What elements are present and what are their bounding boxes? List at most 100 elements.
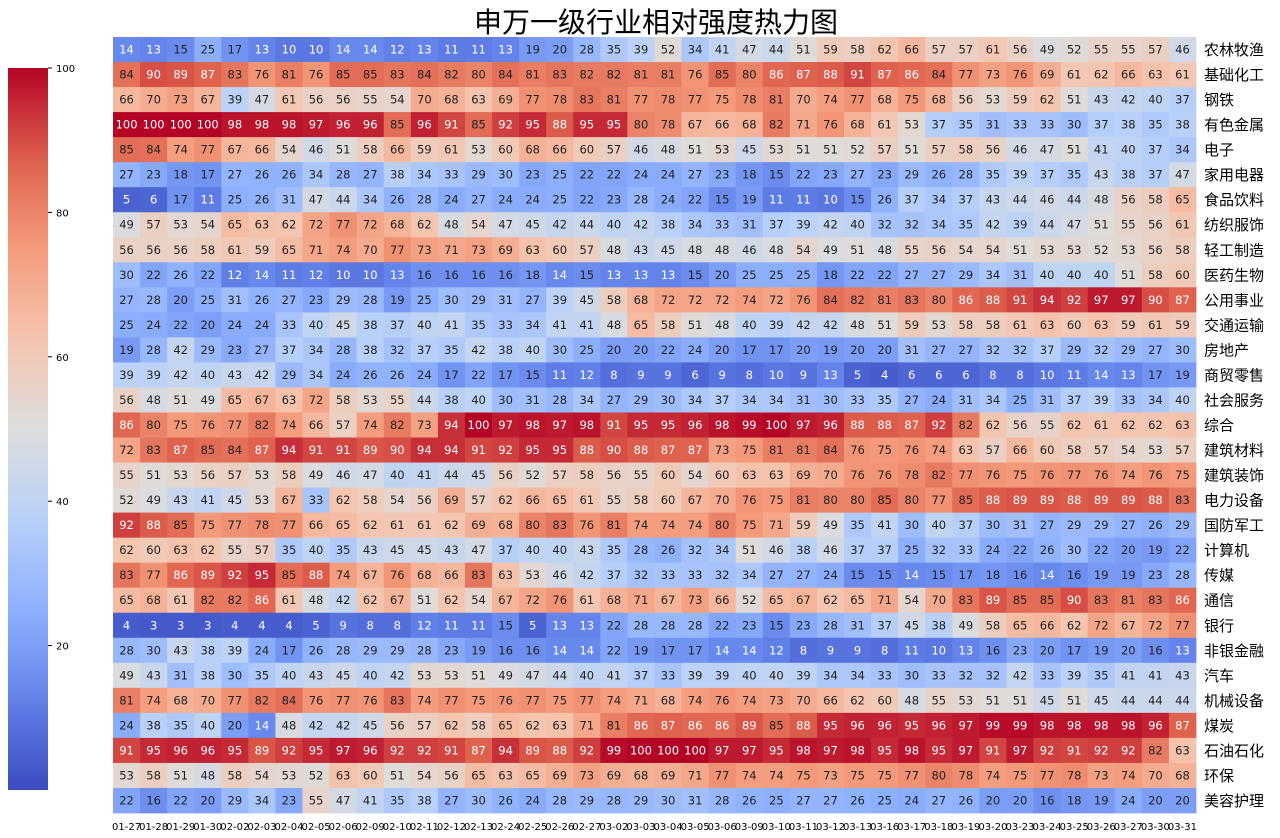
heatmap-cell bbox=[789, 362, 818, 388]
heatmap-cell bbox=[437, 637, 466, 664]
heatmap-cell bbox=[762, 162, 791, 188]
cell-value-label: 65 bbox=[634, 318, 649, 332]
heatmap-cell bbox=[708, 87, 737, 113]
cell-value-label: 89 bbox=[986, 593, 1001, 607]
heatmap-cell bbox=[898, 737, 926, 764]
heatmap-cell bbox=[302, 587, 330, 614]
heatmap-cell bbox=[492, 287, 520, 313]
cell-value-label: 20 bbox=[1013, 793, 1028, 807]
heatmap-cell bbox=[194, 262, 222, 288]
cell-value-label: 15 bbox=[498, 618, 513, 632]
heatmap-cell bbox=[519, 137, 547, 163]
cell-value-label: 20 bbox=[1148, 793, 1163, 807]
heatmap-cell bbox=[275, 737, 303, 764]
cell-value-label: 92 bbox=[1040, 743, 1055, 757]
cell-value-label: 85 bbox=[769, 718, 784, 732]
cell-value-label: 4 bbox=[258, 618, 265, 632]
cell-value-label: 60 bbox=[661, 468, 676, 482]
cell-value-label: 31 bbox=[498, 293, 513, 307]
cell-value-label: 33 bbox=[309, 493, 324, 507]
heatmap-cell bbox=[816, 462, 845, 488]
heatmap-cell bbox=[302, 537, 330, 564]
cell-value-label: 49 bbox=[498, 668, 513, 682]
cell-value-label: 87 bbox=[173, 443, 188, 457]
heatmap-cell bbox=[681, 337, 710, 363]
cell-value-label: 27 bbox=[471, 193, 486, 207]
cell-value-label: 13 bbox=[552, 618, 567, 632]
heatmap-cell bbox=[627, 587, 655, 614]
heatmap-cell bbox=[302, 362, 330, 388]
heatmap-cell bbox=[1141, 312, 1170, 338]
cell-value-label: 77 bbox=[336, 693, 351, 707]
heatmap-cell bbox=[1168, 262, 1197, 288]
heatmap-cell bbox=[464, 762, 493, 789]
cell-value-label: 28 bbox=[119, 643, 134, 657]
heatmap-cell bbox=[952, 312, 980, 338]
cell-value-label: 95 bbox=[228, 743, 243, 757]
cell-value-label: 34 bbox=[931, 193, 946, 207]
heatmap-cell bbox=[1168, 287, 1197, 313]
cell-value-label: 88 bbox=[823, 68, 838, 82]
cell-value-label: 42 bbox=[1121, 93, 1136, 107]
cell-value-label: 86 bbox=[715, 718, 730, 732]
cell-value-label: 28 bbox=[417, 193, 432, 207]
cell-value-label: 10 bbox=[1040, 368, 1055, 382]
cell-value-label: 76 bbox=[877, 468, 892, 482]
heatmap-cell bbox=[329, 512, 358, 539]
heatmap-cell bbox=[1006, 112, 1034, 138]
heatmap-cell bbox=[113, 637, 141, 664]
cell-value-label: 24 bbox=[228, 318, 243, 332]
cell-value-label: 55 bbox=[1040, 418, 1055, 432]
heatmap-cell bbox=[600, 387, 628, 413]
cell-value-label: 71 bbox=[877, 593, 892, 607]
cell-value-label: 44 bbox=[1121, 693, 1136, 707]
cell-value-label: 44 bbox=[1067, 193, 1082, 207]
cell-value-label: 48 bbox=[715, 243, 730, 257]
cell-value-label: 95 bbox=[552, 443, 567, 457]
heatmap-cell bbox=[329, 587, 358, 614]
heatmap-cell bbox=[979, 787, 1007, 814]
heatmap-cell bbox=[221, 362, 249, 388]
cell-value-label: 76 bbox=[1013, 68, 1028, 82]
heatmap-cell bbox=[600, 437, 628, 463]
heatmap-cell bbox=[573, 512, 601, 539]
heatmap-cell bbox=[1033, 112, 1062, 138]
cell-value-label: 34 bbox=[850, 668, 865, 682]
heatmap-cell bbox=[302, 712, 330, 739]
cell-value-label: 80 bbox=[850, 493, 865, 507]
cell-value-label: 60 bbox=[1040, 443, 1055, 457]
cell-value-label: 66 bbox=[255, 143, 270, 157]
heatmap-cell bbox=[1114, 362, 1143, 388]
heatmap-cell bbox=[708, 587, 737, 614]
heatmap-cell bbox=[519, 162, 547, 188]
cell-value-label: 62 bbox=[282, 218, 297, 232]
heatmap-cell bbox=[762, 687, 791, 714]
cell-value-label: 61 bbox=[1175, 218, 1190, 232]
cell-value-label: 96 bbox=[931, 718, 946, 732]
heatmap-cell bbox=[979, 687, 1007, 714]
cell-value-label: 44 bbox=[579, 218, 594, 232]
heatmap-cell bbox=[275, 537, 303, 564]
heatmap-cell bbox=[708, 337, 737, 363]
heatmap-cell bbox=[1006, 187, 1034, 213]
heatmap-cell bbox=[871, 512, 899, 539]
cell-value-label: 86 bbox=[959, 293, 974, 307]
cell-value-label: 32 bbox=[877, 218, 892, 232]
cell-value-label: 51 bbox=[823, 143, 838, 157]
cell-value-label: 22 bbox=[579, 193, 594, 207]
heatmap-cell bbox=[654, 637, 682, 664]
cell-value-label: 39 bbox=[715, 668, 730, 682]
heatmap-cell bbox=[437, 62, 466, 88]
heatmap-cell bbox=[1114, 412, 1143, 438]
cell-value-label: 44 bbox=[769, 43, 784, 57]
heatmap-cell bbox=[1141, 362, 1170, 388]
cell-value-label: 20 bbox=[228, 718, 243, 732]
cell-value-label: 62 bbox=[1067, 618, 1082, 632]
heatmap-cell bbox=[383, 362, 412, 388]
row-labels: 农林牧渔基础化工钢铁有色金属电子家用电器食品饮料纺织服饰轻工制造医药生物公用事业… bbox=[1204, 41, 1264, 810]
heatmap-cell bbox=[762, 437, 791, 463]
cell-value-label: 85 bbox=[336, 68, 351, 82]
cell-value-label: 76 bbox=[309, 68, 324, 82]
heatmap-cell bbox=[140, 37, 168, 63]
heatmap-cell bbox=[113, 512, 141, 539]
